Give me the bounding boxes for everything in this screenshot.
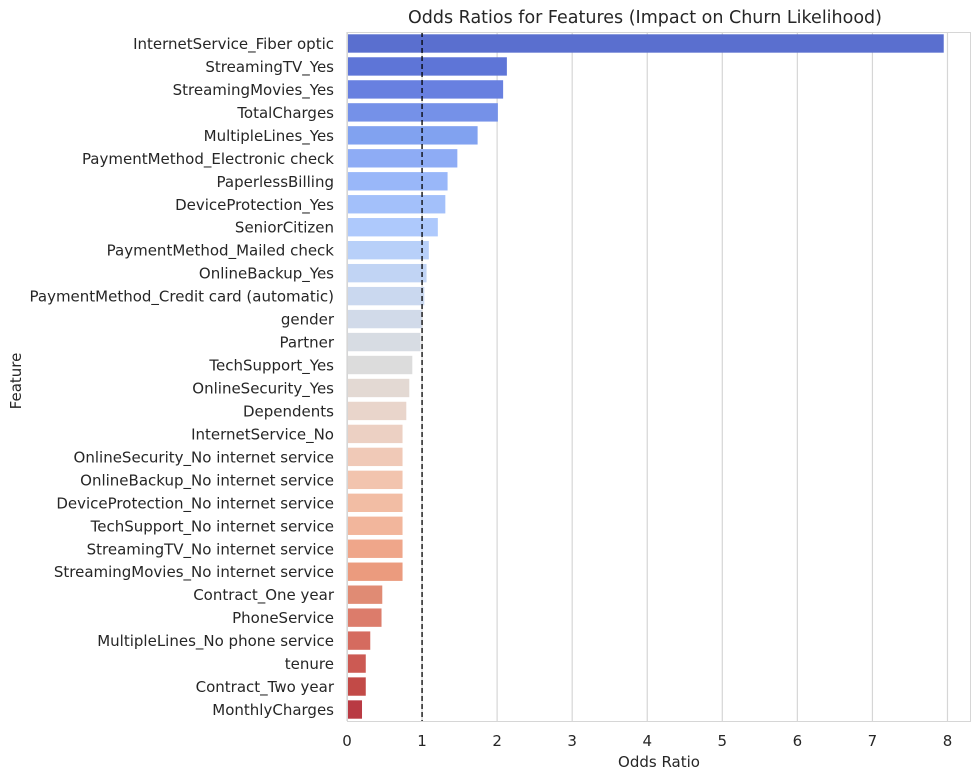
x-tick-label: 1 bbox=[417, 732, 427, 750]
y-tick-label: InternetService_No bbox=[191, 425, 334, 444]
chart-title: Odds Ratios for Features (Impact on Chur… bbox=[408, 8, 882, 28]
bar bbox=[347, 539, 403, 558]
x-axis-label: Odds Ratio bbox=[618, 753, 700, 771]
y-tick-label: StreamingTV_Yes bbox=[205, 58, 334, 77]
bar bbox=[347, 332, 421, 352]
x-tick-label: 4 bbox=[642, 732, 652, 750]
y-tick-label: OnlineBackup_Yes bbox=[199, 265, 334, 284]
y-tick-label: PhoneService bbox=[232, 609, 334, 627]
y-tick-label: PaymentMethod_Electronic check bbox=[82, 150, 334, 169]
bar bbox=[347, 172, 448, 191]
y-tick-label: PaperlessBilling bbox=[217, 173, 335, 191]
bar bbox=[347, 677, 366, 696]
y-tick-label: DeviceProtection_Yes bbox=[175, 196, 334, 215]
bar bbox=[347, 309, 423, 329]
bar bbox=[347, 34, 944, 53]
x-tick-label: 7 bbox=[868, 732, 878, 750]
bar bbox=[347, 493, 403, 513]
y-tick-label: PaymentMethod_Credit card (automatic) bbox=[30, 288, 335, 307]
bar bbox=[347, 585, 383, 604]
bar bbox=[347, 447, 403, 467]
bar bbox=[347, 654, 366, 673]
y-tick-label: TotalCharges bbox=[236, 104, 334, 122]
bar bbox=[347, 126, 478, 145]
y-tick-label: PaymentMethod_Mailed check bbox=[107, 242, 335, 261]
bar bbox=[347, 149, 458, 168]
x-tick-label: 3 bbox=[567, 732, 577, 750]
x-tick-label: 6 bbox=[793, 732, 803, 750]
y-tick-label: TechSupport_No internet service bbox=[90, 517, 334, 536]
y-tick-label: StreamingMovies_Yes bbox=[173, 81, 335, 100]
bar bbox=[347, 195, 446, 214]
plot-frame bbox=[347, 32, 971, 722]
y-axis-label: Feature bbox=[7, 353, 25, 410]
y-tick-label: MultipleLines_Yes bbox=[204, 127, 335, 146]
y-tick-label: gender bbox=[281, 311, 335, 329]
y-tick-label: StreamingMovies_No internet service bbox=[54, 563, 334, 582]
bar bbox=[347, 80, 504, 99]
bar bbox=[347, 286, 425, 306]
bar bbox=[347, 57, 507, 76]
y-tick-label: OnlineSecurity_No internet service bbox=[74, 448, 334, 467]
bar bbox=[347, 424, 403, 444]
y-tick-label: Contract_Two year bbox=[196, 678, 335, 697]
x-tick-label: 0 bbox=[342, 732, 352, 750]
bar bbox=[347, 700, 363, 719]
x-tick-label: 2 bbox=[492, 732, 502, 750]
bar bbox=[347, 608, 382, 627]
y-tick-label: Partner bbox=[279, 334, 334, 352]
y-tick-label: MultipleLines_No phone service bbox=[97, 632, 334, 651]
bar bbox=[347, 218, 438, 237]
y-tick-label: StreamingTV_No internet service bbox=[87, 540, 334, 559]
bar bbox=[347, 263, 427, 283]
bar bbox=[347, 240, 429, 260]
bar bbox=[347, 631, 371, 650]
y-tick-label: tenure bbox=[285, 655, 334, 673]
bar bbox=[347, 355, 413, 375]
bar bbox=[347, 470, 403, 490]
y-tick-label: InternetService_Fiber optic bbox=[133, 35, 334, 54]
y-tick-label: Dependents bbox=[243, 402, 334, 420]
x-tick-label: 5 bbox=[718, 732, 728, 750]
y-tick-label: SeniorCitizen bbox=[235, 219, 334, 237]
bar bbox=[347, 378, 410, 398]
y-tick-label: Contract_One year bbox=[193, 586, 335, 605]
y-tick-label: MonthlyCharges bbox=[212, 701, 334, 719]
bar bbox=[347, 562, 403, 581]
y-tick-label: OnlineSecurity_Yes bbox=[192, 379, 334, 398]
bar bbox=[347, 516, 403, 535]
x-tick-label: 8 bbox=[943, 732, 953, 750]
x-tick-labels: 0 1 2 3 4 5 6 7 8 bbox=[342, 732, 952, 750]
bar bbox=[347, 401, 407, 421]
y-tick-label: OnlineBackup_No internet service bbox=[80, 471, 334, 490]
y-tick-labels: InternetService_Fiber optic StreamingTV_Y… bbox=[30, 35, 335, 719]
y-tick-label: DeviceProtection_No internet service bbox=[56, 494, 334, 513]
y-tick-label: TechSupport_Yes bbox=[208, 357, 334, 376]
